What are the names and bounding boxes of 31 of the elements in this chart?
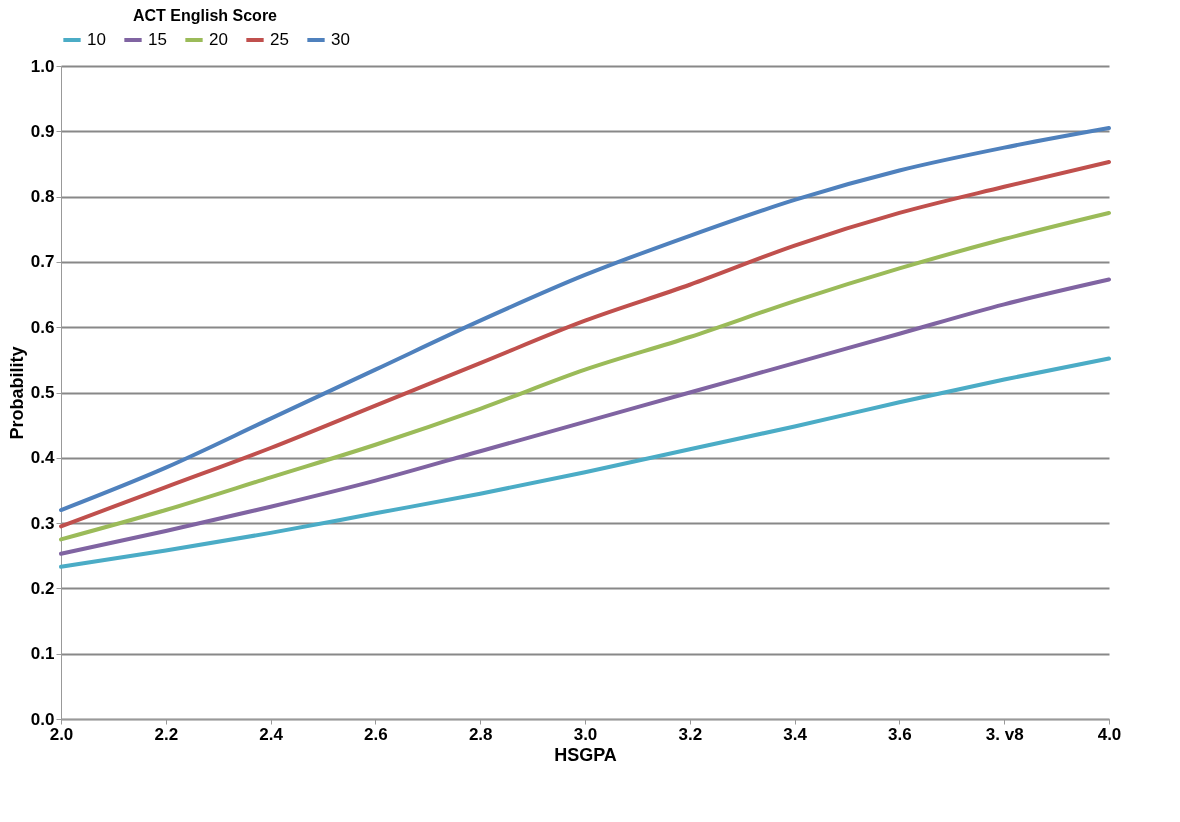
x-tick-label: 2.6 xyxy=(364,724,388,744)
line-series xyxy=(59,277,1111,556)
y-tick-label: 0.7 xyxy=(30,252,55,272)
x-tick-label: 2.2 xyxy=(154,724,179,744)
x-tick-label: 2.4 xyxy=(259,724,284,744)
y-tick-label: 1.0 xyxy=(30,56,55,76)
x-axis-title: HSGPA xyxy=(554,744,617,765)
x-tick-label: 3.6 xyxy=(888,724,912,744)
x-tick-label: 4.0 xyxy=(1097,724,1122,744)
y-tick-label: 0.6 xyxy=(30,317,55,337)
legend-label: 30 xyxy=(331,30,350,49)
y-tick-label: 0.2 xyxy=(30,578,55,598)
x-tick-label: 3.2 xyxy=(678,724,703,744)
legend-label: 10 xyxy=(87,30,106,49)
y-tick-label: 0.5 xyxy=(30,383,55,402)
line-series xyxy=(59,356,1111,569)
y-tick-label: 0.9 xyxy=(30,121,55,141)
legend-label: 20 xyxy=(209,30,228,49)
line-series xyxy=(59,210,1111,542)
x-tick-label: 3.4 xyxy=(783,724,808,744)
y-axis-title: Probability xyxy=(6,346,27,440)
legend-label: 15 xyxy=(148,30,167,49)
y-tick-label: 0.3 xyxy=(30,513,55,533)
legend-label: 25 xyxy=(270,30,289,49)
x-tick-label: 3.0 xyxy=(573,724,598,744)
x-tick-label: 3. v8 xyxy=(985,724,1024,744)
y-tick-label: 0.8 xyxy=(30,187,55,207)
legend-title: ACT English Score xyxy=(132,7,278,24)
y-tick-label: 0.4 xyxy=(30,448,56,468)
x-tick-label: 2.8 xyxy=(468,724,493,744)
y-tick-label: 0.1 xyxy=(30,644,55,664)
